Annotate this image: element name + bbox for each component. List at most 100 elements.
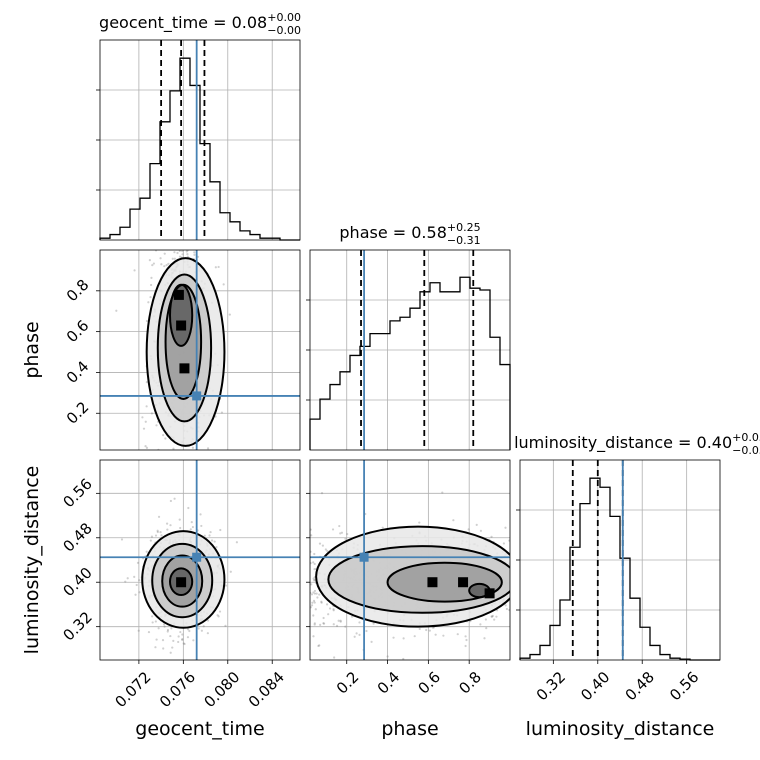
sample-point [372, 622, 375, 625]
truth-marker [192, 552, 202, 562]
sample-point [339, 532, 342, 535]
sample-point [331, 528, 335, 531]
y-tick-label: 0.6 [63, 316, 93, 346]
x-axis-label-luminosity_distance: luminosity_distance [526, 718, 715, 740]
sample-point [165, 243, 167, 245]
sample-point [464, 644, 467, 648]
sample-point [464, 635, 467, 638]
sample-point [181, 253, 184, 256]
sample-point [194, 465, 196, 467]
sample-point [115, 309, 118, 312]
x-tick-label: 0.2 [333, 668, 363, 698]
hist-title-geocent_time: geocent_time = 0.08+0.00 −0.00 [99, 11, 301, 37]
sample-point [310, 528, 312, 531]
sample-point [310, 583, 313, 586]
x-tick-label: 0.080 [200, 668, 243, 711]
sample-point [206, 619, 210, 622]
sample-point [178, 250, 181, 252]
sample-point [217, 615, 220, 618]
sample-point [355, 632, 358, 635]
sample-point [418, 521, 421, 524]
sample-point [167, 675, 169, 677]
sample-point [186, 628, 190, 631]
density-peak-1 [176, 320, 187, 331]
x-tick-label: 0.32 [533, 668, 569, 704]
sample-point [191, 245, 193, 247]
sample-point [198, 246, 200, 248]
sample-point [172, 236, 174, 238]
sample-point [154, 534, 158, 537]
y-tick-label: 0.8 [63, 276, 93, 306]
sample-point [192, 639, 195, 642]
sample-point [202, 625, 205, 628]
sample-point [322, 622, 326, 625]
sample-point [209, 530, 212, 534]
sample-point [173, 485, 175, 487]
sample-point [188, 629, 191, 633]
sample-point [213, 540, 216, 543]
sample-point [200, 629, 203, 632]
x-axis-label-geocent_time: geocent_time [135, 718, 264, 740]
sample-point [215, 545, 218, 549]
sample-point [161, 452, 163, 454]
sample-point [479, 529, 483, 532]
panel-frame [99, 459, 301, 661]
sample-point [157, 627, 160, 630]
sample-point [177, 227, 179, 229]
sample-point [152, 262, 155, 265]
sample-point [137, 629, 140, 632]
sample-point [312, 579, 316, 582]
contour-level-2 [156, 273, 213, 423]
sample-point [175, 246, 177, 248]
sample-point [484, 618, 487, 621]
sample-point [185, 250, 188, 253]
sample-point [381, 526, 384, 529]
sample-point [365, 629, 368, 633]
sample-point [312, 577, 315, 580]
sample-point [210, 539, 214, 542]
sample-point [176, 196, 178, 198]
sample-point [136, 561, 140, 564]
sample-point [144, 445, 147, 448]
sample-point [171, 452, 173, 454]
histogram-step-luminosity_distance [519, 477, 720, 661]
sample-point [312, 614, 315, 617]
sample-point [228, 313, 231, 316]
sample-point [178, 255, 182, 258]
sample-point [222, 283, 225, 286]
panel-content [100, 460, 300, 677]
contour-level-1 [141, 530, 226, 629]
sample-point [483, 637, 486, 640]
sample-point [332, 609, 335, 612]
sample-point [312, 635, 315, 638]
sample-point [147, 630, 151, 634]
sample-point [156, 530, 159, 534]
sample-point [324, 548, 327, 551]
sample-point [154, 646, 157, 649]
sample-point [322, 622, 325, 625]
sample-point [166, 229, 168, 231]
sample-point [312, 599, 316, 602]
sample-point [166, 467, 168, 469]
sample-point [321, 544, 324, 547]
sample-point [162, 236, 164, 238]
sample-point [217, 265, 220, 269]
sample-point [150, 535, 154, 538]
y-tick-label: 0.2 [63, 398, 93, 428]
sample-point [165, 522, 169, 525]
sample-point [181, 638, 184, 641]
sample-point [428, 629, 431, 632]
scatter-panel-geocent_time-vs-phase [99, 196, 301, 526]
y-tick-label: 0.40 [59, 564, 95, 600]
sample-point [186, 479, 188, 481]
sample-point [176, 524, 178, 526]
sample-point [235, 541, 238, 544]
x-tick-label: 0.40 [577, 668, 613, 704]
sample-point [344, 537, 347, 540]
sample-point [162, 434, 165, 437]
sample-point [161, 639, 165, 642]
sample-point [220, 411, 224, 414]
sample-point [124, 454, 126, 456]
sample-point [219, 528, 222, 532]
